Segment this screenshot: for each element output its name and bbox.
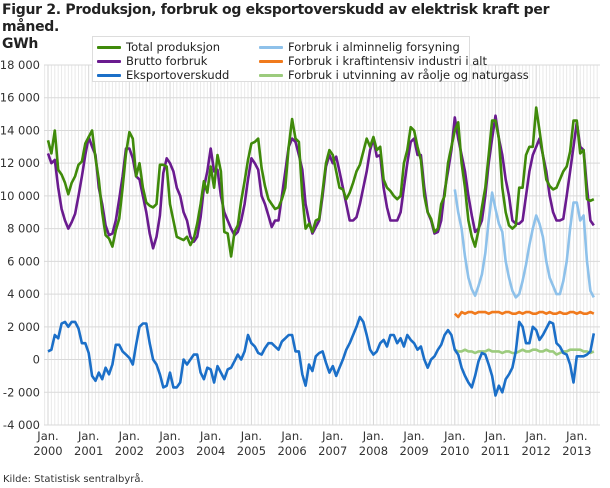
legend-swatch bbox=[97, 59, 121, 63]
legend-item: Forbruk i kraftintensiv industri i alt bbox=[259, 54, 529, 68]
x-tick-label-month: Jan. bbox=[199, 429, 221, 443]
series-line-3 bbox=[453, 189, 595, 299]
source-note: Kilde: Statistisk sentralbyrå. bbox=[3, 474, 144, 485]
legend-swatch bbox=[97, 45, 121, 49]
y-tick-label: 18 000 bbox=[0, 58, 40, 72]
y-tick-label: 6 000 bbox=[7, 254, 40, 268]
x-tick-label-month: Jan. bbox=[484, 429, 506, 443]
legend-swatch bbox=[259, 59, 283, 63]
x-tick-label-month: Jan. bbox=[565, 429, 587, 443]
legend-item: Total produksjon bbox=[97, 40, 229, 54]
series-line-0 bbox=[46, 106, 595, 258]
chart-unit: GWh bbox=[2, 36, 39, 52]
legend-swatch bbox=[259, 73, 283, 77]
x-tick-label-year: 2005 bbox=[237, 444, 266, 458]
x-tick-label-month: Jan. bbox=[240, 429, 262, 443]
x-tick-label-year: 2001 bbox=[74, 444, 103, 458]
y-tick-label: 12 000 bbox=[0, 156, 40, 170]
series-line-4 bbox=[453, 310, 595, 319]
x-tick-label-month: Jan. bbox=[280, 429, 302, 443]
x-tick-label-month: Jan. bbox=[36, 429, 58, 443]
legend: Total produksjon Brutto forbruk Eksportove… bbox=[92, 36, 529, 82]
x-tick-label-month: Jan. bbox=[158, 429, 180, 443]
legend-label: Total produksjon bbox=[126, 40, 221, 54]
x-tick-label-month: Jan. bbox=[524, 429, 546, 443]
legend-item: Forbruk i alminnelig forsyning bbox=[259, 40, 529, 54]
legend-item: Eksportoverskudd bbox=[97, 68, 229, 82]
legend-label: Eksportoverskudd bbox=[126, 68, 230, 82]
y-tick-label: 8 000 bbox=[7, 222, 40, 236]
x-tick-label-year: 2009 bbox=[399, 444, 428, 458]
x-tick-label-month: Jan. bbox=[402, 429, 424, 443]
x-tick-label-month: Jan. bbox=[77, 429, 99, 443]
legend-swatch bbox=[259, 45, 283, 49]
legend-column: Total produksjon Brutto forbruk Eksportove… bbox=[97, 40, 229, 82]
x-tick-label-year: 2008 bbox=[359, 444, 388, 458]
series-line-5 bbox=[454, 348, 595, 356]
chart-title: Figur 2. Produksjon, forbruk og eksporto… bbox=[2, 2, 610, 53]
y-tick-label: 2 000 bbox=[7, 320, 40, 334]
chart-title-text: Figur 2. Produksjon, forbruk og eksporto… bbox=[2, 2, 550, 35]
legend-label: Forbruk i kraftintensiv industri i alt bbox=[288, 54, 487, 68]
x-tick-label-month: Jan. bbox=[443, 429, 465, 443]
series-line-2 bbox=[47, 315, 596, 397]
y-tick-label: -4 000 bbox=[3, 418, 40, 432]
x-tick-label-year: 2000 bbox=[33, 444, 62, 458]
y-tick-label: 10 000 bbox=[0, 189, 40, 203]
x-tick-label-year: 2010 bbox=[440, 444, 469, 458]
x-tick-label-year: 2003 bbox=[155, 444, 184, 458]
x-tick-label-year: 2002 bbox=[115, 444, 144, 458]
legend-item: Forbruk i utvinning av råolje og naturga… bbox=[259, 68, 529, 82]
x-tick-label-year: 2011 bbox=[481, 444, 510, 458]
legend-label: Forbruk i alminnelig forsyning bbox=[288, 40, 460, 54]
y-tick-label: 4 000 bbox=[7, 287, 40, 301]
legend-label: Forbruk i utvinning av råolje og naturga… bbox=[288, 68, 529, 82]
y-tick-label: 14 000 bbox=[0, 123, 40, 137]
x-tick-label-month: Jan. bbox=[118, 429, 140, 443]
x-tick-label-year: 2007 bbox=[318, 444, 347, 458]
x-tick-label-month: Jan. bbox=[321, 429, 343, 443]
y-tick-label: 0 bbox=[33, 353, 40, 367]
x-tick-label-year: 2004 bbox=[196, 444, 225, 458]
y-tick-label: -2 000 bbox=[3, 385, 40, 399]
legend-swatch bbox=[97, 73, 121, 77]
x-tick-label-year: 2013 bbox=[562, 444, 591, 458]
legend-column: Forbruk i alminnelig forsyning Forbruk i … bbox=[259, 40, 529, 82]
legend-item: Brutto forbruk bbox=[97, 54, 229, 68]
y-tick-label: 16 000 bbox=[0, 91, 40, 105]
x-tick-label-year: 2012 bbox=[522, 444, 551, 458]
x-tick-label-year: 2006 bbox=[277, 444, 306, 458]
x-tick-label-month: Jan. bbox=[362, 429, 384, 443]
legend-label: Brutto forbruk bbox=[126, 54, 208, 68]
